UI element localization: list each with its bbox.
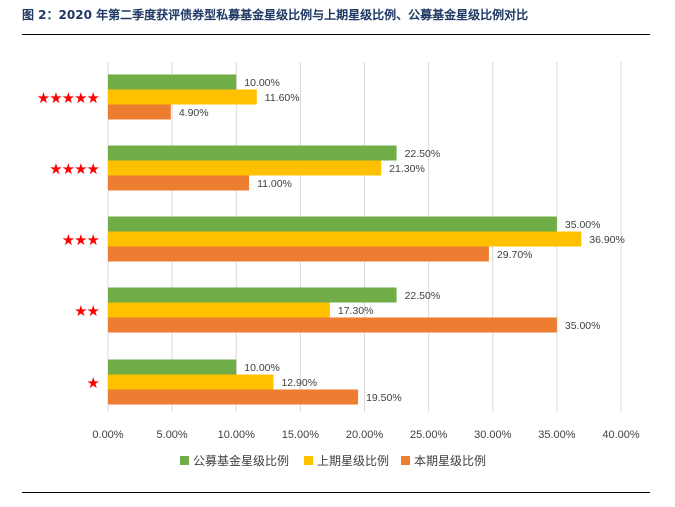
legend-label: 上期星级比例 — [317, 454, 389, 468]
bar — [108, 160, 382, 176]
legend-swatch — [401, 456, 410, 465]
legend-swatch — [304, 456, 313, 465]
legend-label: 公募基金星级比例 — [193, 453, 289, 468]
data-label: 12.90% — [281, 377, 317, 389]
data-label: 10.00% — [244, 77, 280, 89]
bar — [108, 246, 489, 262]
data-label: 19.50% — [366, 392, 402, 404]
x-tick-label: 40.00% — [602, 429, 640, 441]
data-label: 4.90% — [179, 107, 209, 119]
x-tick-label: 15.00% — [282, 429, 320, 441]
data-label: 36.90% — [589, 234, 625, 246]
x-tick-label: 5.00% — [157, 429, 188, 441]
bar — [108, 287, 397, 303]
bar — [108, 145, 397, 161]
category-label: ★★ — [74, 302, 99, 320]
bars: 10.00% 11.60% 4.90% 22.50% 21.30% 11.00% 35.00… — [108, 74, 625, 405]
bar — [108, 317, 557, 333]
data-label: 22.50% — [405, 148, 441, 160]
legend-label: 本期星级比例 — [414, 454, 486, 468]
bar — [108, 302, 330, 318]
data-label: 17.30% — [338, 305, 374, 317]
bar — [108, 374, 274, 390]
top-rule — [22, 34, 650, 35]
x-tick-label: 35.00% — [538, 429, 576, 441]
data-label: 21.30% — [389, 163, 425, 175]
category-label: ★★★★★ — [37, 89, 100, 107]
bar — [108, 216, 557, 232]
x-tick-labels: 0.00% 5.00% 10.00% 15.00% 20.00% 25.00% 30.00%… — [92, 429, 639, 441]
category-label: ★ — [87, 374, 100, 392]
legend: 公募基金星级比例 上期星级比例 本期星级比例 — [180, 453, 486, 468]
bar — [108, 89, 257, 105]
x-tick-label: 20.00% — [346, 429, 384, 441]
bottom-rule — [22, 492, 650, 493]
data-label: 11.00% — [257, 178, 292, 190]
data-label: 22.50% — [405, 290, 441, 302]
bar — [108, 359, 237, 375]
bar — [108, 175, 250, 191]
data-label: 35.00% — [565, 320, 601, 332]
data-label: 11.60% — [265, 92, 300, 104]
category-labels: ★★★★★★★★★★★★★★★ — [37, 89, 101, 392]
category-label: ★★★ — [62, 231, 100, 249]
legend-swatch — [180, 456, 189, 465]
data-label: 35.00% — [565, 219, 601, 231]
figure-title: 图 2：2020 年第二季度获评债券型私募基金星级比例与上期星级比例、公募基金星… — [22, 8, 529, 22]
bar — [108, 231, 582, 247]
x-tick-label: 10.00% — [218, 429, 256, 441]
x-tick-label: 30.00% — [474, 429, 512, 441]
bar — [108, 104, 171, 120]
data-label: 10.00% — [244, 362, 280, 374]
x-tick-label: 25.00% — [410, 429, 448, 441]
data-label: 29.70% — [497, 249, 533, 261]
bar — [108, 389, 359, 405]
category-label: ★★★★ — [49, 160, 99, 178]
bar — [108, 74, 237, 90]
x-tick-label: 0.00% — [92, 429, 123, 441]
